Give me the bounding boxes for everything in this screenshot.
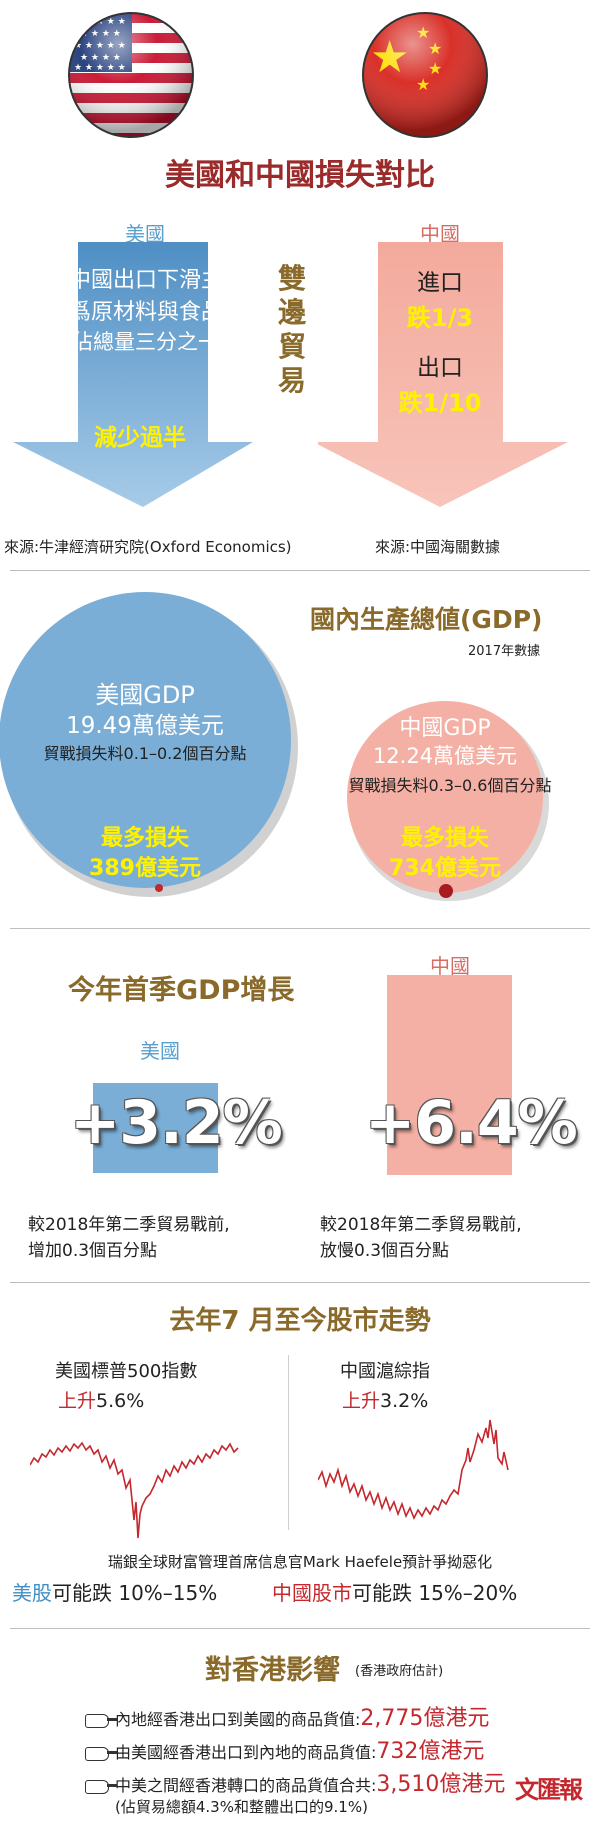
us-source: 來源:牛津經濟研究院(Oxford Economics) xyxy=(4,538,292,556)
us-down-arrow xyxy=(13,242,253,507)
us-flag: ★ ★ ★ ★ ★ ★ ★ ★ ★ ★ ★ ★ ★ ★ ★ ★ ★ ★ ★ ★ … xyxy=(66,10,196,140)
cn-max-loss-label: 最多損失 xyxy=(400,826,489,851)
bilateral-trade-label: 雙 邊 貿 易 xyxy=(277,262,306,397)
cn-gdp-loss-est: 貿戰損失料0.3–0.6個百分點 xyxy=(348,776,552,795)
us-max-loss-label: 最多損失 xyxy=(100,826,189,851)
cn-change-value: 3.2% xyxy=(380,1390,429,1412)
us-q1-bar xyxy=(93,1083,218,1173)
china-flag: ★ ★ ★ ★ ★ xyxy=(360,10,490,140)
cn-gdp-dot xyxy=(439,884,453,898)
us-export-line-1: 對中國出口下滑主 xyxy=(46,268,223,293)
cn-q1-bar xyxy=(387,975,512,1175)
cn-change-word: 上升 xyxy=(342,1390,381,1412)
us-change-value: 5.6% xyxy=(96,1390,145,1412)
stock-panel-separator xyxy=(288,1355,289,1530)
cn-export-label: 出口 xyxy=(417,355,463,381)
cn-q1-growth: +6.4% xyxy=(365,1088,578,1158)
hk-item-3-value: 3,510億港元 xyxy=(376,1772,506,1797)
china-down-arrow xyxy=(318,242,568,507)
cn-import-value: 跌1/3 xyxy=(406,304,474,332)
us-index-name: 美國標普500指數 xyxy=(55,1361,198,1382)
us-drop-value: 減少過半 xyxy=(94,425,186,451)
us-export-line-3: (約佔總量三分之一) xyxy=(42,330,228,354)
us-market-label: 美股 xyxy=(12,1581,52,1605)
us-stock-line xyxy=(30,1441,239,1539)
cn-market-label: 中國股市 xyxy=(272,1581,352,1605)
cn-market-forecast: 中國股市可能跌 15%–20% xyxy=(272,1577,517,1606)
stock-forecast: 瑞銀全球財富管理首席信息官Mark Haefele預計爭拗惡化 xyxy=(107,1553,493,1571)
us-q1-note: 較2018年第二季貿易戰前, 增加0.3個百分點 xyxy=(28,1215,230,1261)
divider xyxy=(10,928,590,929)
cn-import-label: 進口 xyxy=(417,270,463,296)
divider xyxy=(10,1628,590,1629)
cn-stock-line xyxy=(318,1419,509,1520)
cn-export-value: 跌1/10 xyxy=(398,389,482,417)
cn-market-fall: 可能跌 15%–20% xyxy=(352,1581,518,1605)
us-q1-growth: +3.2% xyxy=(70,1088,283,1158)
pointing-hand-icon xyxy=(85,1779,117,1794)
compare-title: 美國和中國損失對比 xyxy=(165,158,435,193)
us-change-word: 上升 xyxy=(58,1390,97,1412)
gdp-title: 國內生產總値(GDP) xyxy=(310,605,543,634)
q1-cn-label: 中國 xyxy=(430,954,470,978)
divider xyxy=(10,1282,590,1283)
cn-gdp-name: 中國GDP xyxy=(399,716,491,741)
us-max-loss-value: 389億美元 xyxy=(89,856,201,881)
hk-item-1-value: 2,775億港元 xyxy=(360,1706,490,1731)
us-market-forecast: 美股可能跌 10%–15% xyxy=(12,1577,217,1606)
cn-gdp-circle xyxy=(347,701,549,901)
us-gdp-value: 19.49萬億美元 xyxy=(66,713,224,739)
us-gdp-loss-est: 貿戰損失料0.1–0.2個百分點 xyxy=(43,744,247,763)
pointing-hand-icon xyxy=(85,1713,117,1728)
hk-item-3-text: 中美之間經香港轉口的商品貨值合共: xyxy=(115,1776,377,1795)
hk-footnote: (佔貿易總額4.3%和整體出口的9.1%) xyxy=(115,1798,368,1816)
hk-subtitle: (香港政府估計) xyxy=(355,1664,444,1679)
q1-us-label: 美國 xyxy=(140,1039,180,1063)
hk-item-2-text: 由美國經香港出口到內地的商品貨值: xyxy=(115,1743,377,1762)
publisher-logo-text: 文匯報 xyxy=(515,1775,583,1804)
hk-item-2: 由美國經香港出口到內地的商品貨值:732億港元 xyxy=(85,1733,484,1765)
cn-max-loss-value: 734億美元 xyxy=(389,856,501,881)
stock-title: 去年7 月至今股市走勢 xyxy=(169,1306,431,1336)
gdp-subtitle: 2017年數據 xyxy=(468,644,541,659)
us-index-change: 上升5.6% xyxy=(58,1386,144,1413)
us-gdp-dot xyxy=(155,884,163,892)
hk-title: 對香港影響 xyxy=(205,1655,340,1686)
hk-item-1: 內地經香港出口到美國的商品貨值:2,775億港元 xyxy=(85,1700,489,1732)
publisher-logo: 文匯報 xyxy=(515,1770,599,1820)
pointing-hand-icon xyxy=(85,1746,117,1761)
hk-item-3: 中美之間經香港轉口的商品貨值合共:3,510億港元 xyxy=(85,1766,505,1798)
divider xyxy=(10,570,590,571)
us-export-line-2: 要爲原材料與食品 xyxy=(46,300,223,325)
hk-item-1-text: 內地經香港出口到美國的商品貨值: xyxy=(115,1710,361,1729)
cn-source: 來源:中國海關數據 xyxy=(375,538,501,556)
cn-index-change: 上升3.2% xyxy=(342,1386,428,1413)
us-gdp-name: 美國GDP xyxy=(95,681,195,709)
hk-item-2-value: 732億港元 xyxy=(376,1739,485,1764)
us-gdp-circle xyxy=(0,592,298,897)
cn-index-name: 中國滬綜指 xyxy=(340,1361,430,1382)
cn-gdp-value: 12.24萬億美元 xyxy=(372,744,518,768)
cn-q1-note: 較2018年第二季貿易戰前, 放慢0.3個百分點 xyxy=(320,1215,522,1261)
q1-title: 今年首季GDP增長 xyxy=(68,975,295,1006)
us-market-fall: 可能跌 10%–15% xyxy=(52,1581,218,1605)
